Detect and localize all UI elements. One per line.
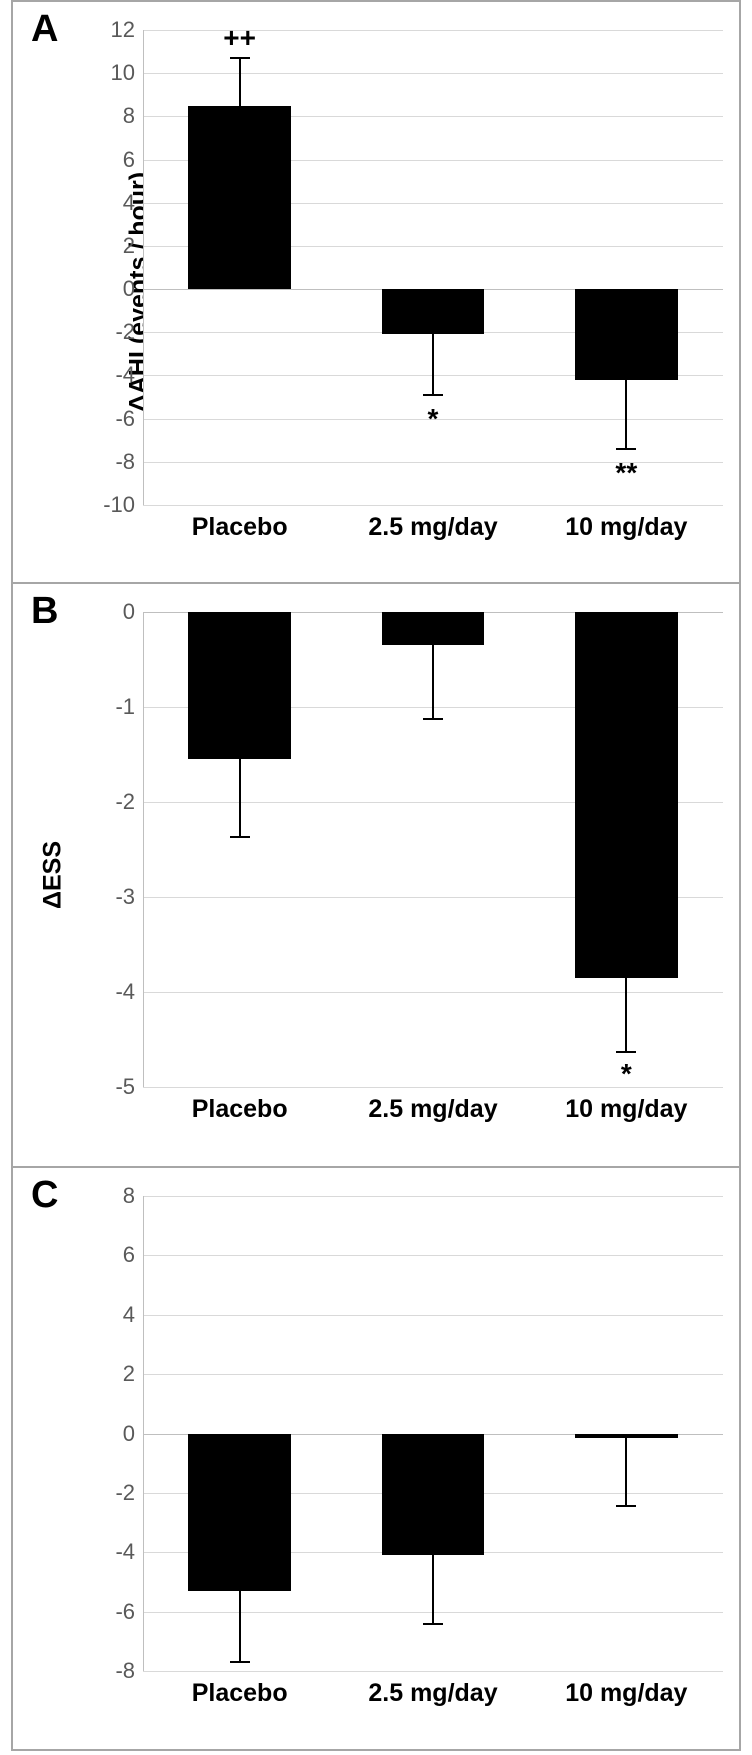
gridline [143, 73, 723, 74]
y-tick-label: 8 [123, 1183, 135, 1209]
error-cap [230, 836, 250, 838]
y-tick-label: -6 [115, 1599, 135, 1625]
x-category-label: 2.5 mg/day [368, 1095, 497, 1124]
y-tick-label: -4 [115, 1539, 135, 1565]
y-tick-label: 0 [123, 1421, 135, 1447]
y-tick-label: -4 [115, 979, 135, 1005]
y-tick-label: 6 [123, 1242, 135, 1268]
plot-area: -5-4-3-2-10Placebo2.5 mg/day*10 mg/day [143, 612, 723, 1087]
y-tick-label: 8 [123, 103, 135, 129]
gridline [143, 1315, 723, 1316]
y-tick-label: -3 [115, 884, 135, 910]
error-cap [423, 1623, 443, 1625]
y-tick-label: 4 [123, 190, 135, 216]
x-category-label: 10 mg/day [565, 1679, 687, 1708]
x-category-label: 2.5 mg/day [368, 1679, 497, 1708]
y-tick-label: 0 [123, 599, 135, 625]
panel-letter-a: A [31, 8, 58, 51]
bar [188, 106, 290, 290]
gridline [143, 505, 723, 506]
y-axis [143, 30, 144, 505]
error-cap [616, 448, 636, 450]
error-cap [230, 57, 250, 59]
y-tick-label: -8 [115, 449, 135, 475]
error-bar [239, 1591, 241, 1662]
error-bar [625, 1438, 627, 1506]
y-axis [143, 612, 144, 1087]
x-category-label: 10 mg/day [565, 513, 687, 542]
plot-area: -8-6-4-202468Placebo2.5 mg/day10 mg/day [143, 1196, 723, 1671]
significance-marker: ++ [223, 22, 256, 54]
y-tick-label: -2 [115, 789, 135, 815]
y-tick-label: 2 [123, 1361, 135, 1387]
gridline [143, 1255, 723, 1256]
y-tick-label: 2 [123, 233, 135, 259]
panel-letter-c: C [31, 1174, 58, 1217]
error-bar [432, 645, 434, 719]
bar [188, 612, 290, 759]
significance-marker: * [621, 1058, 632, 1090]
panel-c: CΔMWT Mean Latency (min)-8-6-4-202468Pla… [11, 1168, 741, 1751]
error-bar [625, 380, 627, 449]
error-bar [239, 58, 241, 106]
error-cap [423, 394, 443, 396]
x-category-label: Placebo [192, 1679, 288, 1708]
y-tick-label: -2 [115, 1480, 135, 1506]
gridline [143, 992, 723, 993]
x-category-label: Placebo [192, 513, 288, 542]
y-tick-label: -4 [115, 362, 135, 388]
y-axis-label: ΔESS [39, 841, 68, 909]
error-cap [616, 1051, 636, 1053]
y-tick-label: -1 [115, 694, 135, 720]
y-tick-label: 4 [123, 1302, 135, 1328]
bar [382, 1434, 484, 1556]
error-bar [625, 978, 627, 1052]
y-tick-label: 6 [123, 147, 135, 173]
bar [382, 612, 484, 645]
significance-marker: * [428, 403, 439, 435]
gridline [143, 1087, 723, 1088]
y-tick-label: -8 [115, 1658, 135, 1684]
error-bar [432, 334, 434, 394]
bar [188, 1434, 290, 1591]
y-tick-label: 10 [111, 60, 135, 86]
error-cap [616, 1505, 636, 1507]
bar [575, 612, 677, 978]
error-cap [230, 1661, 250, 1663]
x-category-label: Placebo [192, 1095, 288, 1124]
gridline [143, 1196, 723, 1197]
y-tick-label: -6 [115, 406, 135, 432]
error-bar [239, 759, 241, 837]
x-category-label: 2.5 mg/day [368, 513, 497, 542]
panel-b: BΔESS-5-4-3-2-10Placebo2.5 mg/day*10 mg/… [11, 584, 741, 1168]
y-tick-label: -5 [115, 1074, 135, 1100]
panel-letter-b: B [31, 590, 58, 633]
error-bar [432, 1555, 434, 1623]
y-tick-label: -2 [115, 319, 135, 345]
bar [575, 289, 677, 380]
significance-marker: ** [615, 457, 637, 489]
error-cap [423, 718, 443, 720]
panel-a: AΔAHI (events / hour)-10-8-6-4-202468101… [11, 0, 741, 584]
gridline [143, 1374, 723, 1375]
gridline [143, 1671, 723, 1672]
plot-area: -10-8-6-4-2024681012++Placebo*2.5 mg/day… [143, 30, 723, 505]
x-category-label: 10 mg/day [565, 1095, 687, 1124]
y-tick-label: 0 [123, 276, 135, 302]
bar [382, 289, 484, 334]
figure: AΔAHI (events / hour)-10-8-6-4-202468101… [0, 0, 752, 1751]
y-tick-label: 12 [111, 17, 135, 43]
y-tick-label: -10 [103, 492, 135, 518]
